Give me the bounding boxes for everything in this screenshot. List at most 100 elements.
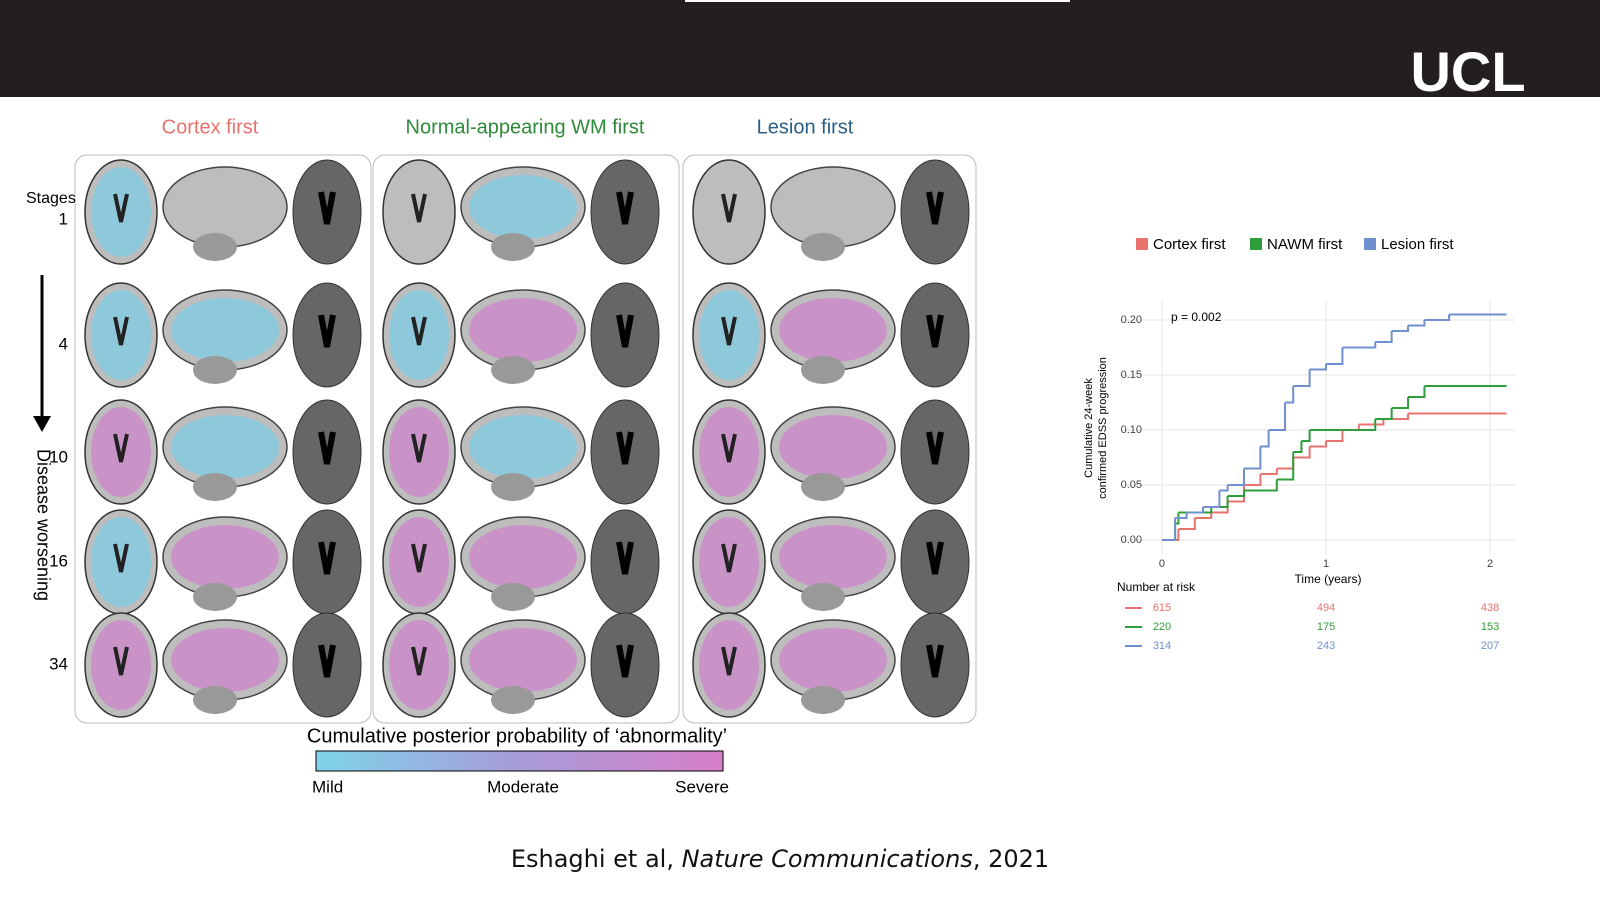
y-tick-label: 0.05 <box>1121 479 1142 491</box>
risk-number: 615 <box>1153 602 1171 614</box>
ventricle <box>926 314 944 348</box>
colorbar-label: Severe <box>675 777 729 796</box>
stages-label: Stages <box>26 190 76 207</box>
km-step <box>1326 430 1344 443</box>
y-tick-label: 0.15 <box>1121 369 1142 381</box>
y-tick-label: 0.10 <box>1121 424 1142 436</box>
brain-tint <box>779 628 887 692</box>
brain-tint <box>699 517 759 607</box>
km-step <box>1194 512 1213 520</box>
risk-number: 175 <box>1317 621 1335 633</box>
ventricle <box>411 543 427 573</box>
brain-tint <box>389 407 449 497</box>
brain-tint <box>91 167 151 257</box>
colorbar <box>315 750 724 772</box>
column-title: Lesion first <box>757 116 854 138</box>
km-step <box>1227 485 1246 503</box>
brain-tint <box>389 517 449 607</box>
ventricle <box>411 316 427 346</box>
ventricle <box>411 433 427 463</box>
ventricle <box>113 316 129 346</box>
colorbar-label: Moderate <box>487 777 559 796</box>
brain-tint <box>91 407 151 497</box>
stage-number: 1 <box>59 209 68 228</box>
cerebellum <box>193 583 237 611</box>
legend-label: NAWM first <box>1267 236 1343 253</box>
ventricle <box>113 543 129 573</box>
x-axis-label: Time (years) <box>1295 572 1362 586</box>
brain-tint <box>469 415 577 479</box>
km-step <box>1244 446 1262 470</box>
ventricle <box>616 314 634 348</box>
km-step <box>1227 490 1246 498</box>
p-value: p = 0.002 <box>1171 310 1222 324</box>
header-gap <box>685 0 1070 2</box>
stage-number: 34 <box>49 654 68 673</box>
km-step <box>1244 474 1262 487</box>
ventricle <box>616 431 634 465</box>
risk-number: 220 <box>1153 621 1171 633</box>
cerebellum <box>491 356 535 384</box>
figure: Cortex first Normal-appearing WM first Les… <box>26 116 977 796</box>
citation-journal: Nature Communications <box>682 845 973 873</box>
panel <box>74 154 372 724</box>
arrow-head <box>33 416 51 432</box>
km-step <box>1293 441 1303 454</box>
x-tick-label: 2 <box>1487 558 1493 570</box>
brain-tint <box>171 298 279 362</box>
brain-tint <box>171 525 279 589</box>
km-step <box>1276 457 1295 470</box>
ventricle <box>721 543 737 573</box>
y-tick-label: 0.20 <box>1121 314 1142 326</box>
km-step <box>1260 468 1278 476</box>
brain-tint <box>469 525 577 589</box>
km-step <box>1293 446 1311 459</box>
brain-tint <box>699 290 759 380</box>
brain-tint <box>469 298 577 362</box>
brain-tint <box>389 620 449 710</box>
ventricle <box>113 433 129 463</box>
ventricle <box>318 431 336 465</box>
cerebellum <box>491 473 535 501</box>
brain-tint <box>91 517 151 607</box>
km-step <box>1342 342 1377 349</box>
km-step <box>1203 490 1221 509</box>
km-step <box>1408 320 1426 327</box>
ventricle <box>616 644 634 678</box>
km-step <box>1391 397 1410 410</box>
logo: UCL <box>1410 40 1525 103</box>
km-step <box>1175 512 1180 525</box>
column-title: Normal-appearing WM first <box>406 116 645 138</box>
km-step <box>1186 507 1204 514</box>
cerebellum <box>801 686 845 714</box>
brain-tint <box>469 628 577 692</box>
ventricle <box>926 541 944 575</box>
km-step <box>1309 364 1328 371</box>
km-step <box>1268 402 1287 432</box>
cerebellum <box>193 473 237 501</box>
cerebellum <box>193 356 237 384</box>
citation-authors: Eshaghi et al, <box>511 845 682 873</box>
ventricle <box>721 193 737 223</box>
ventricle <box>721 646 737 676</box>
ventricle <box>616 541 634 575</box>
km-step <box>1219 485 1229 492</box>
ventricle <box>926 431 944 465</box>
km-step <box>1227 468 1246 487</box>
km-step <box>1161 518 1177 542</box>
brain-axial <box>382 159 456 265</box>
risk-number: 153 <box>1481 621 1499 633</box>
brain-axial <box>692 159 766 265</box>
risk-number: 314 <box>1153 640 1171 652</box>
y-tick-label: 0.00 <box>1121 534 1142 546</box>
km-step <box>1244 479 1278 492</box>
ventricle <box>318 644 336 678</box>
cerebellum <box>491 583 535 611</box>
risk-title: Number at risk <box>1117 580 1196 594</box>
ventricle <box>721 316 737 346</box>
brain-tint <box>469 175 577 239</box>
y-axis-label: confirmed EDSS progression <box>1097 357 1109 499</box>
km-step <box>1358 419 1385 426</box>
ventricle <box>411 193 427 223</box>
